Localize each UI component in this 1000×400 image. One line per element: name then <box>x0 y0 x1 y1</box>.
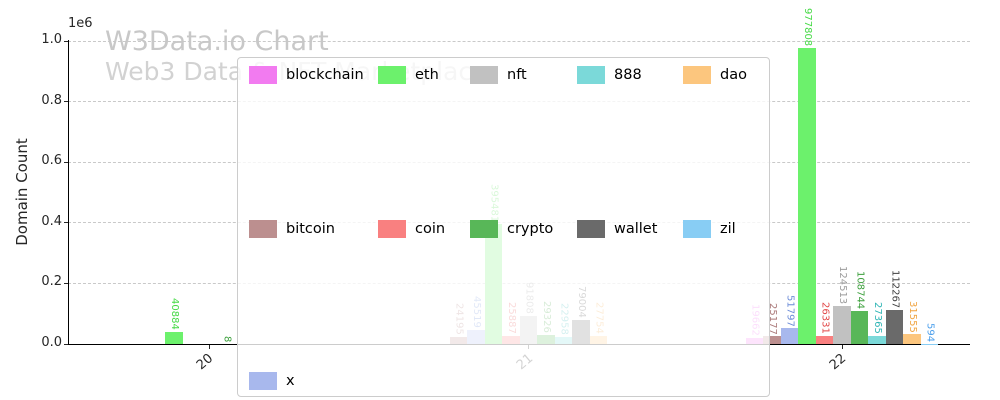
x-tick-mark <box>841 345 843 349</box>
legend-item-blockchain: blockchain <box>249 66 364 84</box>
legend-swatch-blockchain <box>249 66 277 84</box>
legend-swatch-dao <box>683 66 711 84</box>
legend-item-label: nft <box>507 67 527 83</box>
bar-value-label: 31555 <box>907 300 918 333</box>
legend-swatch-crypto <box>470 220 498 238</box>
legend: blockchain eth nft 888 dao bitcoin coin crypto w… <box>237 57 770 397</box>
x-tick-label: 20 <box>194 351 217 374</box>
bar-value-label: 124513 <box>837 266 848 305</box>
legend-item-label: dao <box>720 67 747 83</box>
legend-swatch-zil <box>683 220 711 238</box>
y-axis-line <box>68 40 69 345</box>
legend-item-label: coin <box>415 221 446 237</box>
y-tick-mark <box>64 222 68 224</box>
legend-swatch-888 <box>577 66 605 84</box>
bar-value-label: 25177 <box>767 302 778 335</box>
bar-value-label: 51797 <box>784 294 796 327</box>
gridline <box>68 40 970 42</box>
bar-x-22 <box>780 328 799 344</box>
y-tick-label: 0.4 <box>41 213 62 229</box>
bar-value-label: 594 <box>924 322 936 342</box>
legend-item-dao: dao <box>683 66 747 84</box>
bar-eth-20 <box>165 331 183 344</box>
legend-item-wallet: wallet <box>577 220 657 238</box>
y-tick-mark <box>64 282 68 284</box>
bar-value-label: 40884 <box>169 297 180 330</box>
bar-nft-22 <box>833 306 851 344</box>
legend-item-label: wallet <box>614 221 658 237</box>
bar-bitcoin-22 <box>763 336 781 344</box>
legend-item-label: blockchain <box>286 67 364 83</box>
legend-swatch-wallet <box>577 220 605 238</box>
legend-item-eth: eth <box>378 66 439 84</box>
legend-item-label: bitcoin <box>286 221 335 237</box>
legend-item-label: zil <box>720 221 736 237</box>
bar-value-label: 8 <box>221 335 233 342</box>
chart-title: W3Data.io Chart <box>105 26 329 57</box>
y-tick-label: 0.0 <box>41 335 62 350</box>
bar-value-label: 27365 <box>872 301 883 334</box>
legend-item-label: eth <box>415 67 439 83</box>
legend-swatch-coin <box>378 220 406 238</box>
legend-item-nft: nft <box>470 66 527 84</box>
y-tick-label: 0.8 <box>41 92 62 108</box>
y-axis-offset-text: 1e6 <box>68 16 93 31</box>
y-tick-mark <box>64 101 68 103</box>
legend-item-zil: zil <box>683 220 736 238</box>
bar-value-label: 26331 <box>819 302 831 335</box>
bar-eth-22 <box>798 47 816 344</box>
y-tick-mark <box>64 161 68 163</box>
y-tick-label: 0.2 <box>41 274 62 290</box>
y-tick-label: 0.6 <box>41 153 62 169</box>
bar-wallet-22 <box>885 309 904 344</box>
legend-item-coin: coin <box>378 220 445 238</box>
y-tick-mark <box>64 343 68 345</box>
bar-coin-22 <box>815 336 834 344</box>
legend-swatch-nft <box>470 66 498 84</box>
bar-value-label: 977808 <box>802 7 813 46</box>
y-tick-mark <box>64 40 68 42</box>
bar-crypto-22 <box>850 311 869 344</box>
bar-value-label: 108744 <box>854 270 866 310</box>
legend-item-label: 888 <box>614 67 642 83</box>
legend-swatch-eth <box>378 66 406 84</box>
legend-item-crypto: crypto <box>470 220 553 238</box>
legend-item-label: crypto <box>507 221 554 237</box>
bar-value-label: 112267 <box>889 269 901 308</box>
legend-swatch-x <box>249 372 277 390</box>
x-tick-mark <box>208 345 210 349</box>
y-tick-label: 1.0 <box>41 32 62 47</box>
legend-swatch-bitcoin <box>249 220 277 238</box>
legend-item-888: 888 <box>577 66 642 84</box>
legend-item-bitcoin: bitcoin <box>249 220 335 238</box>
x-tick-label: 22 <box>827 351 850 374</box>
y-axis-label: Domain Count <box>13 138 31 246</box>
bar-888-22 <box>868 335 886 344</box>
legend-item-x: x <box>249 372 295 390</box>
legend-item-label: x <box>286 373 295 389</box>
bar-dao-22 <box>903 334 921 344</box>
